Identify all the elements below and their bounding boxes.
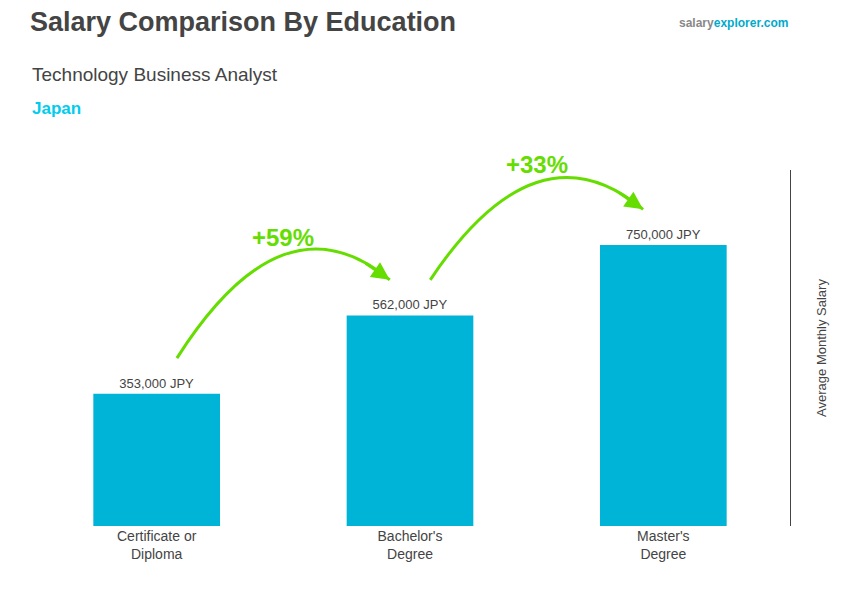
- svg-text:Average Monthly Salary: Average Monthly Salary: [814, 279, 829, 417]
- svg-text:Certificate orDiploma: Certificate orDiploma: [117, 528, 197, 562]
- svg-text:353,000 JPY: 353,000 JPY: [119, 376, 194, 391]
- svg-text:Salary Comparison By Education: Salary Comparison By Education: [30, 7, 456, 37]
- svg-text:+59%: +59%: [252, 224, 314, 251]
- svg-text:+33%: +33%: [506, 151, 568, 178]
- svg-text:Bachelor'sDegree: Bachelor'sDegree: [378, 528, 443, 562]
- svg-text:Technology Business Analyst: Technology Business Analyst: [32, 64, 278, 85]
- svg-text:Master'sDegree: Master'sDegree: [637, 528, 689, 562]
- svg-text:562,000 JPY: 562,000 JPY: [373, 297, 448, 312]
- svg-text:salaryexplorer.com: salaryexplorer.com: [679, 16, 788, 30]
- svg-text:Japan: Japan: [32, 99, 81, 118]
- svg-text:750,000 JPY: 750,000 JPY: [626, 227, 701, 242]
